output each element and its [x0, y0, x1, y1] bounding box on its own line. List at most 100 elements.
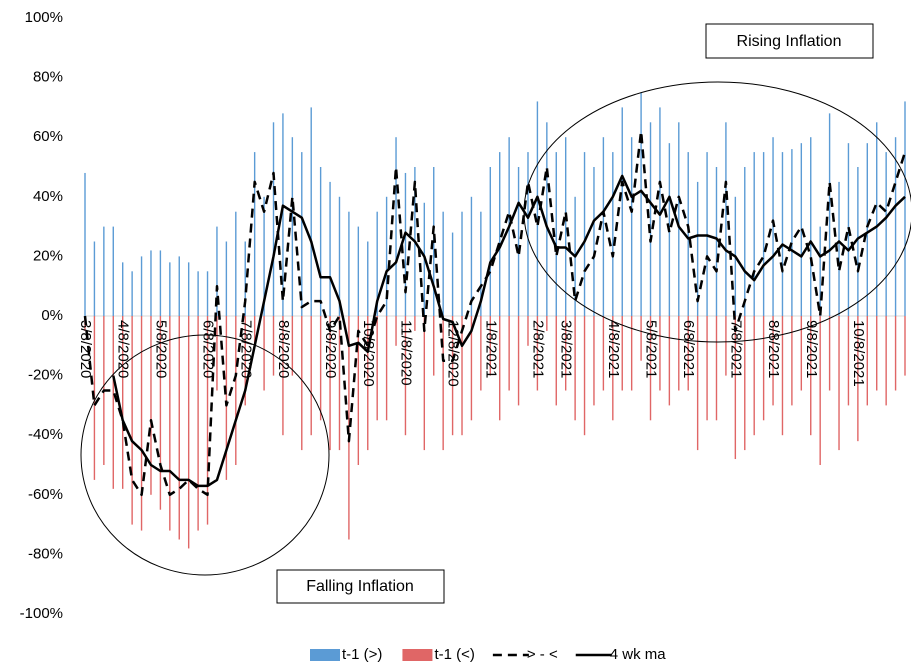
- x-tick-label: 5/8/2021: [643, 320, 660, 378]
- bar: [414, 316, 416, 331]
- bar: [348, 211, 350, 316]
- bar: [725, 122, 727, 316]
- bar: [131, 316, 133, 525]
- bar: [612, 316, 614, 421]
- bar: [574, 316, 576, 421]
- bar: [706, 152, 708, 316]
- bar: [527, 152, 529, 316]
- x-tick-label: 7/8/2020: [237, 320, 254, 378]
- bar: [187, 262, 190, 316]
- bar: [169, 316, 171, 531]
- bar: [762, 316, 765, 421]
- y-tick-label: -40%: [28, 426, 63, 443]
- x-tick-label: 10/8/2021: [850, 320, 867, 387]
- bar: [904, 101, 906, 316]
- bar: [876, 316, 878, 391]
- bar: [593, 316, 595, 406]
- bar: [140, 316, 143, 531]
- bar: [112, 226, 114, 316]
- bar: [140, 256, 143, 316]
- bar: [706, 316, 708, 421]
- bar: [649, 316, 652, 421]
- x-tick-label: 9/8/2021: [803, 320, 820, 378]
- bar: [593, 167, 595, 316]
- bar: [216, 226, 218, 316]
- x-tick-label: 9/8/2020: [322, 320, 339, 378]
- bar: [546, 316, 548, 331]
- bar: [838, 181, 840, 316]
- bar: [150, 316, 152, 495]
- bar: [602, 137, 605, 316]
- bar: [159, 250, 162, 316]
- bar: [838, 316, 840, 451]
- bar: [480, 316, 482, 391]
- legend-label: t-1 (>): [342, 646, 382, 663]
- bar: [800, 316, 803, 391]
- x-tick-label: 11/8/2020: [397, 320, 414, 386]
- bar: [376, 316, 378, 421]
- y-tick-label: -60%: [28, 486, 63, 503]
- line: [112, 174, 906, 488]
- bar: [263, 196, 265, 316]
- bar: [904, 316, 906, 376]
- bar: [555, 316, 557, 406]
- bar: [781, 316, 784, 436]
- x-tick-label: 1/8/2021: [482, 320, 499, 378]
- bar: [122, 316, 124, 489]
- bar: [602, 316, 605, 391]
- legend-label: > - <: [527, 646, 558, 663]
- legend-label: 4 wk ma: [610, 646, 667, 663]
- bar: [857, 167, 859, 316]
- bar: [564, 137, 567, 316]
- bar: [150, 250, 152, 316]
- bar: [178, 256, 180, 316]
- bar: [621, 316, 623, 391]
- x-tick-label: 3/8/2021: [558, 320, 575, 378]
- bar: [630, 137, 633, 316]
- bar: [640, 316, 642, 361]
- bar: [696, 181, 699, 316]
- bar: [489, 167, 491, 316]
- bar: [451, 316, 454, 436]
- bar: [461, 316, 463, 436]
- bar: [301, 152, 303, 316]
- bar: [253, 316, 256, 346]
- bar: [206, 271, 209, 316]
- y-tick-label: 80%: [33, 69, 63, 86]
- bar: [630, 316, 633, 391]
- bar: [282, 113, 284, 316]
- bar: [536, 101, 539, 316]
- x-tick-label: 2/8/2021: [529, 320, 546, 378]
- bar: [367, 241, 369, 316]
- bar: [338, 196, 341, 316]
- bar: [338, 316, 341, 451]
- bar: [112, 316, 114, 489]
- bar: [725, 316, 727, 376]
- bar: [291, 137, 294, 316]
- bar: [253, 152, 256, 316]
- bar: [272, 122, 275, 316]
- bar: [866, 316, 868, 406]
- y-tick-label: -80%: [28, 545, 63, 562]
- bar: [225, 241, 228, 316]
- bar: [527, 316, 529, 346]
- bar: [159, 316, 162, 510]
- bar: [433, 316, 435, 376]
- x-tick-label: 5/8/2020: [152, 320, 169, 378]
- bar: [84, 172, 86, 316]
- bar: [451, 232, 454, 316]
- legend-label: t-1 (<): [434, 646, 474, 663]
- bar: [810, 316, 812, 436]
- bar: [423, 316, 426, 451]
- bar: [235, 211, 237, 316]
- bar: [329, 181, 331, 316]
- x-tick-label: 8/8/2020: [275, 320, 292, 378]
- bar: [329, 316, 331, 451]
- y-tick-label: -100%: [20, 605, 63, 622]
- bar: [395, 137, 397, 316]
- bar: [310, 316, 312, 436]
- bar: [696, 316, 699, 451]
- bar: [385, 196, 388, 316]
- bar: [772, 316, 774, 406]
